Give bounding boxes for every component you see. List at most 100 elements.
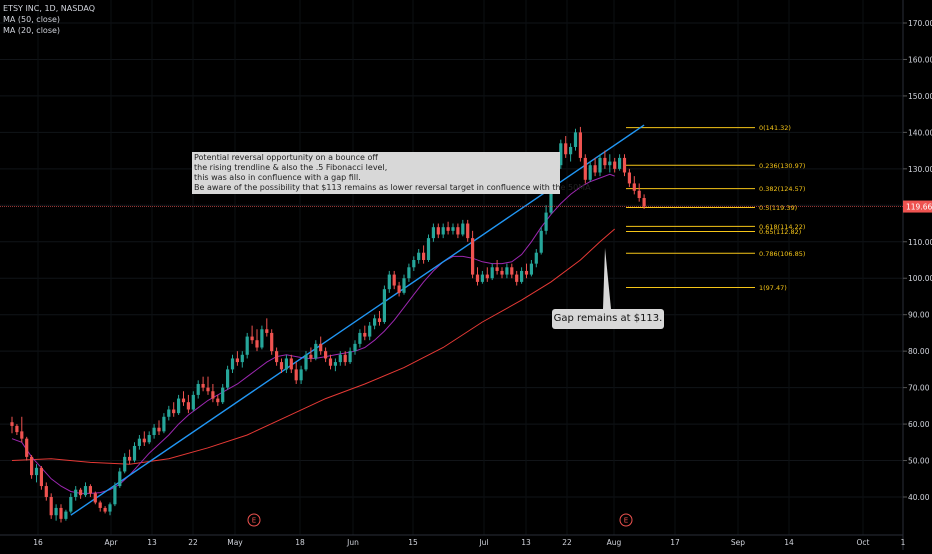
candle-body [480,274,484,282]
note-annotation[interactable]: Potential reversal opportunity on a boun… [192,152,591,194]
candle [368,321,372,341]
candle [490,263,494,281]
candle [578,126,582,162]
candle-body [157,427,161,432]
candle-body [44,486,48,497]
earnings-marker-label: E [624,517,628,525]
candle [284,354,288,374]
candle-body [637,190,641,199]
y-tick-label: 130.00 [908,165,932,174]
candle-body [417,252,421,260]
grid [0,0,904,535]
y-tick-label: 170.00 [908,19,932,28]
candle-body [608,161,612,166]
candle-body [622,157,627,173]
ma50-legend[interactable]: MA (50, close) [3,15,61,24]
symbol-line[interactable]: ETSY INC, 1D, NASDAQ [3,4,95,13]
candle [211,383,215,403]
gap-callout-pointer [603,248,611,309]
gap-annotation[interactable]: Gap remains at $113. [552,309,664,329]
candle [59,504,63,523]
candle-body [20,431,24,439]
ma20-legend[interactable]: MA (20, close) [3,26,61,35]
candle-body [353,343,357,352]
candle-body [74,489,78,497]
candle-body [618,157,622,169]
candle [309,347,313,363]
y-tick-label: 90.00 [908,311,930,320]
candle-body [456,227,460,235]
candle-body [358,332,362,344]
candle-body [534,252,538,264]
candle [172,402,176,417]
candle [622,154,627,177]
candle-body [34,467,39,476]
candle-body [598,157,602,173]
candle-body [373,318,377,326]
candle [431,223,435,242]
candle [382,285,386,324]
candle [260,325,264,350]
candle [505,263,509,279]
candle-body [524,270,529,275]
candle [230,354,235,374]
candle [79,487,83,499]
candle-body [142,438,146,443]
candle [221,383,225,405]
candle [451,223,455,235]
y-tick-label: 110.00 [908,238,932,247]
candle-body [529,263,533,275]
candle [569,143,573,162]
candle-body [275,351,279,363]
candle-body [500,270,504,275]
candle [226,365,230,390]
candles-layer [10,126,646,523]
y-axis: 40.00 50.00 60.00 70.00 80.00 90.00 100.00 110.… [902,0,932,550]
candle-body [137,438,141,446]
candle [324,347,328,363]
candle-body [39,467,43,487]
candle [245,332,249,359]
fib-level-label: 0.382(124.57) [759,185,805,193]
candle [49,493,53,519]
candle-body [59,507,63,519]
candle [529,260,533,277]
fib-level-label: 0(141.32) [759,124,791,132]
candle-body [642,198,646,207]
candle [328,354,333,370]
fib-level-label: 0.65(112.82) [759,228,801,236]
y-tick-label: 40.00 [908,493,930,502]
candle [128,449,132,465]
candle [123,453,127,474]
candle [564,136,568,158]
candle [289,354,293,374]
candle-body [279,362,284,370]
candle-body [88,486,92,494]
candle [387,270,391,293]
candle [627,168,631,188]
candle [544,205,548,235]
candle [39,466,43,490]
candle [441,223,445,239]
candle [108,502,112,516]
candle-body [191,394,195,410]
y-tick-label: 100.00 [908,274,932,283]
candle-body [515,274,519,282]
candle [162,413,166,434]
candle [422,245,426,264]
candle-body [309,354,313,359]
fib-level-label: 0.786(106.85) [759,250,805,258]
candle-body [544,212,548,231]
candle [20,416,24,443]
candle-body [377,318,382,322]
candle-body [118,471,122,487]
candle [524,263,529,279]
candle-body [490,267,494,279]
candle-body [324,351,328,359]
candle [235,351,239,366]
candle-body [314,343,318,359]
candle-body [559,143,563,166]
candle [559,139,563,169]
